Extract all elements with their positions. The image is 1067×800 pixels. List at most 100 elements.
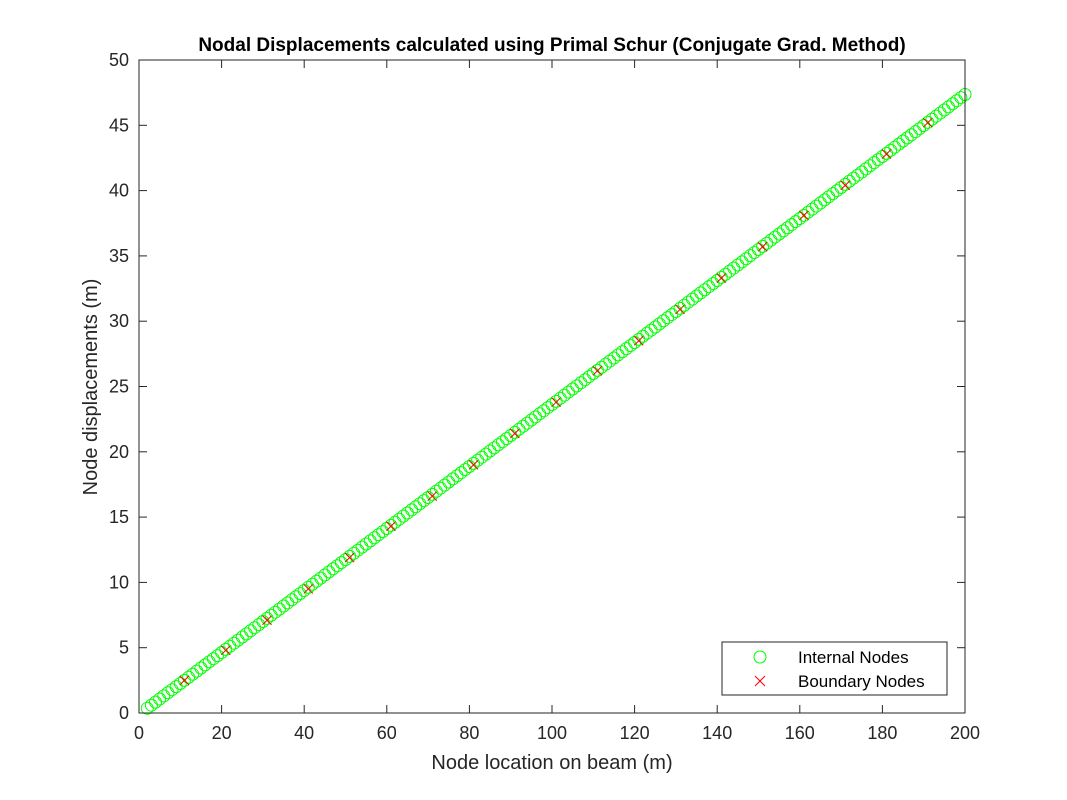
internal-node-point — [413, 497, 427, 511]
internal-node-point — [743, 249, 757, 263]
internal-node-point — [500, 432, 514, 446]
internal-node-point — [202, 655, 216, 669]
internal-node-point — [533, 407, 547, 421]
internal-node-point — [867, 156, 881, 170]
internal-node-point — [793, 211, 807, 225]
internal-node-point — [818, 193, 832, 207]
y-tick-label: 20 — [109, 442, 129, 462]
x-tick-label: 200 — [950, 723, 980, 743]
internal-node-point — [586, 366, 600, 380]
legend: Internal Nodes Boundary Nodes — [721, 641, 948, 696]
internal-node-point — [694, 286, 708, 300]
internal-node-point — [913, 122, 927, 136]
internal-node-point — [880, 146, 894, 160]
internal-node-point — [702, 280, 716, 294]
internal-node-point — [760, 236, 774, 250]
internal-node-point — [652, 317, 666, 331]
internal-node-point — [487, 441, 501, 455]
internal-node-point — [239, 627, 253, 641]
internal-node-point — [376, 525, 390, 539]
internal-node-point — [252, 618, 266, 632]
internal-node-point — [516, 419, 530, 433]
internal-node-point — [595, 360, 609, 374]
internal-node-point — [933, 106, 947, 120]
x-tick-label: 120 — [620, 723, 650, 743]
legend-label-internal-nodes: Internal Nodes — [798, 648, 909, 667]
internal-node-point — [231, 633, 245, 647]
internal-node-point — [801, 205, 815, 219]
internal-node-point — [442, 475, 456, 489]
internal-node-point — [681, 295, 695, 309]
x-tick-label: 60 — [377, 723, 397, 743]
internal-node-point — [194, 661, 208, 675]
internal-node-point — [764, 233, 778, 247]
internal-node-point — [281, 596, 295, 610]
internal-node-point — [446, 472, 460, 486]
internal-node-point — [541, 401, 555, 415]
internal-node-point — [731, 258, 745, 272]
boundary-node-point — [262, 615, 272, 626]
internal-node-point — [537, 404, 551, 418]
boundary-node-point — [881, 149, 892, 159]
y-tick-label: 30 — [109, 311, 129, 331]
internal-node-point — [467, 456, 481, 470]
internal-node-point — [677, 298, 691, 312]
internal-node-point — [846, 171, 860, 185]
internal-node-point — [169, 680, 183, 694]
internal-node-point — [326, 562, 340, 576]
boundary-nodes-series — [179, 117, 933, 686]
internal-node-point — [607, 351, 621, 365]
internal-node-point — [648, 320, 662, 334]
internal-node-point — [723, 264, 737, 278]
internal-node-point — [520, 416, 534, 430]
internal-node-point — [409, 500, 423, 514]
internal-node-point — [355, 540, 369, 554]
internal-node-point — [789, 215, 803, 229]
internal-node-point — [776, 224, 790, 238]
internal-node-point — [140, 701, 154, 715]
internal-node-point — [644, 323, 658, 337]
internal-node-point — [425, 487, 439, 501]
internal-node-point — [619, 342, 633, 356]
y-tick-label: 35 — [109, 246, 129, 266]
internal-node-point — [310, 574, 324, 588]
internal-node-point — [615, 345, 629, 359]
x-tick-label: 100 — [537, 723, 567, 743]
internal-node-point — [260, 611, 274, 625]
internal-node-point — [343, 549, 357, 563]
y-tick-label: 25 — [109, 377, 129, 397]
internal-node-point — [735, 255, 749, 269]
internal-node-point — [582, 370, 596, 384]
internal-node-point — [892, 137, 906, 151]
internal-node-point — [698, 283, 712, 297]
internal-node-point — [665, 308, 679, 322]
internal-node-point — [495, 435, 509, 449]
internal-node-point — [235, 630, 249, 644]
y-tick-label: 15 — [109, 507, 129, 527]
y-tick-label: 40 — [109, 181, 129, 201]
internal-node-point — [182, 670, 196, 684]
boundary-node-point — [179, 675, 190, 686]
boundary-node-point — [757, 241, 768, 252]
internal-node-point — [553, 391, 567, 405]
legend-marker-boundary-nodes — [754, 675, 766, 687]
internal-node-point — [475, 450, 489, 464]
internal-node-point — [706, 277, 720, 291]
boundary-node-point — [344, 552, 355, 563]
internal-node-point — [277, 599, 291, 613]
internal-node-point — [227, 636, 241, 650]
boundary-node-point — [220, 645, 231, 656]
internal-node-point — [471, 453, 485, 467]
internal-node-point — [318, 568, 332, 582]
internal-node-point — [863, 159, 877, 173]
internal-node-point — [772, 227, 786, 241]
internal-node-point — [809, 199, 823, 213]
internal-node-point — [244, 624, 258, 638]
internal-node-point — [921, 115, 935, 129]
internal-node-point — [661, 311, 675, 325]
internal-node-point — [177, 673, 191, 687]
internal-node-point — [756, 239, 770, 253]
chart-title: Nodal Displacements calculated using Pri… — [198, 35, 905, 56]
internal-node-point — [896, 134, 910, 148]
internal-node-point — [479, 447, 493, 461]
